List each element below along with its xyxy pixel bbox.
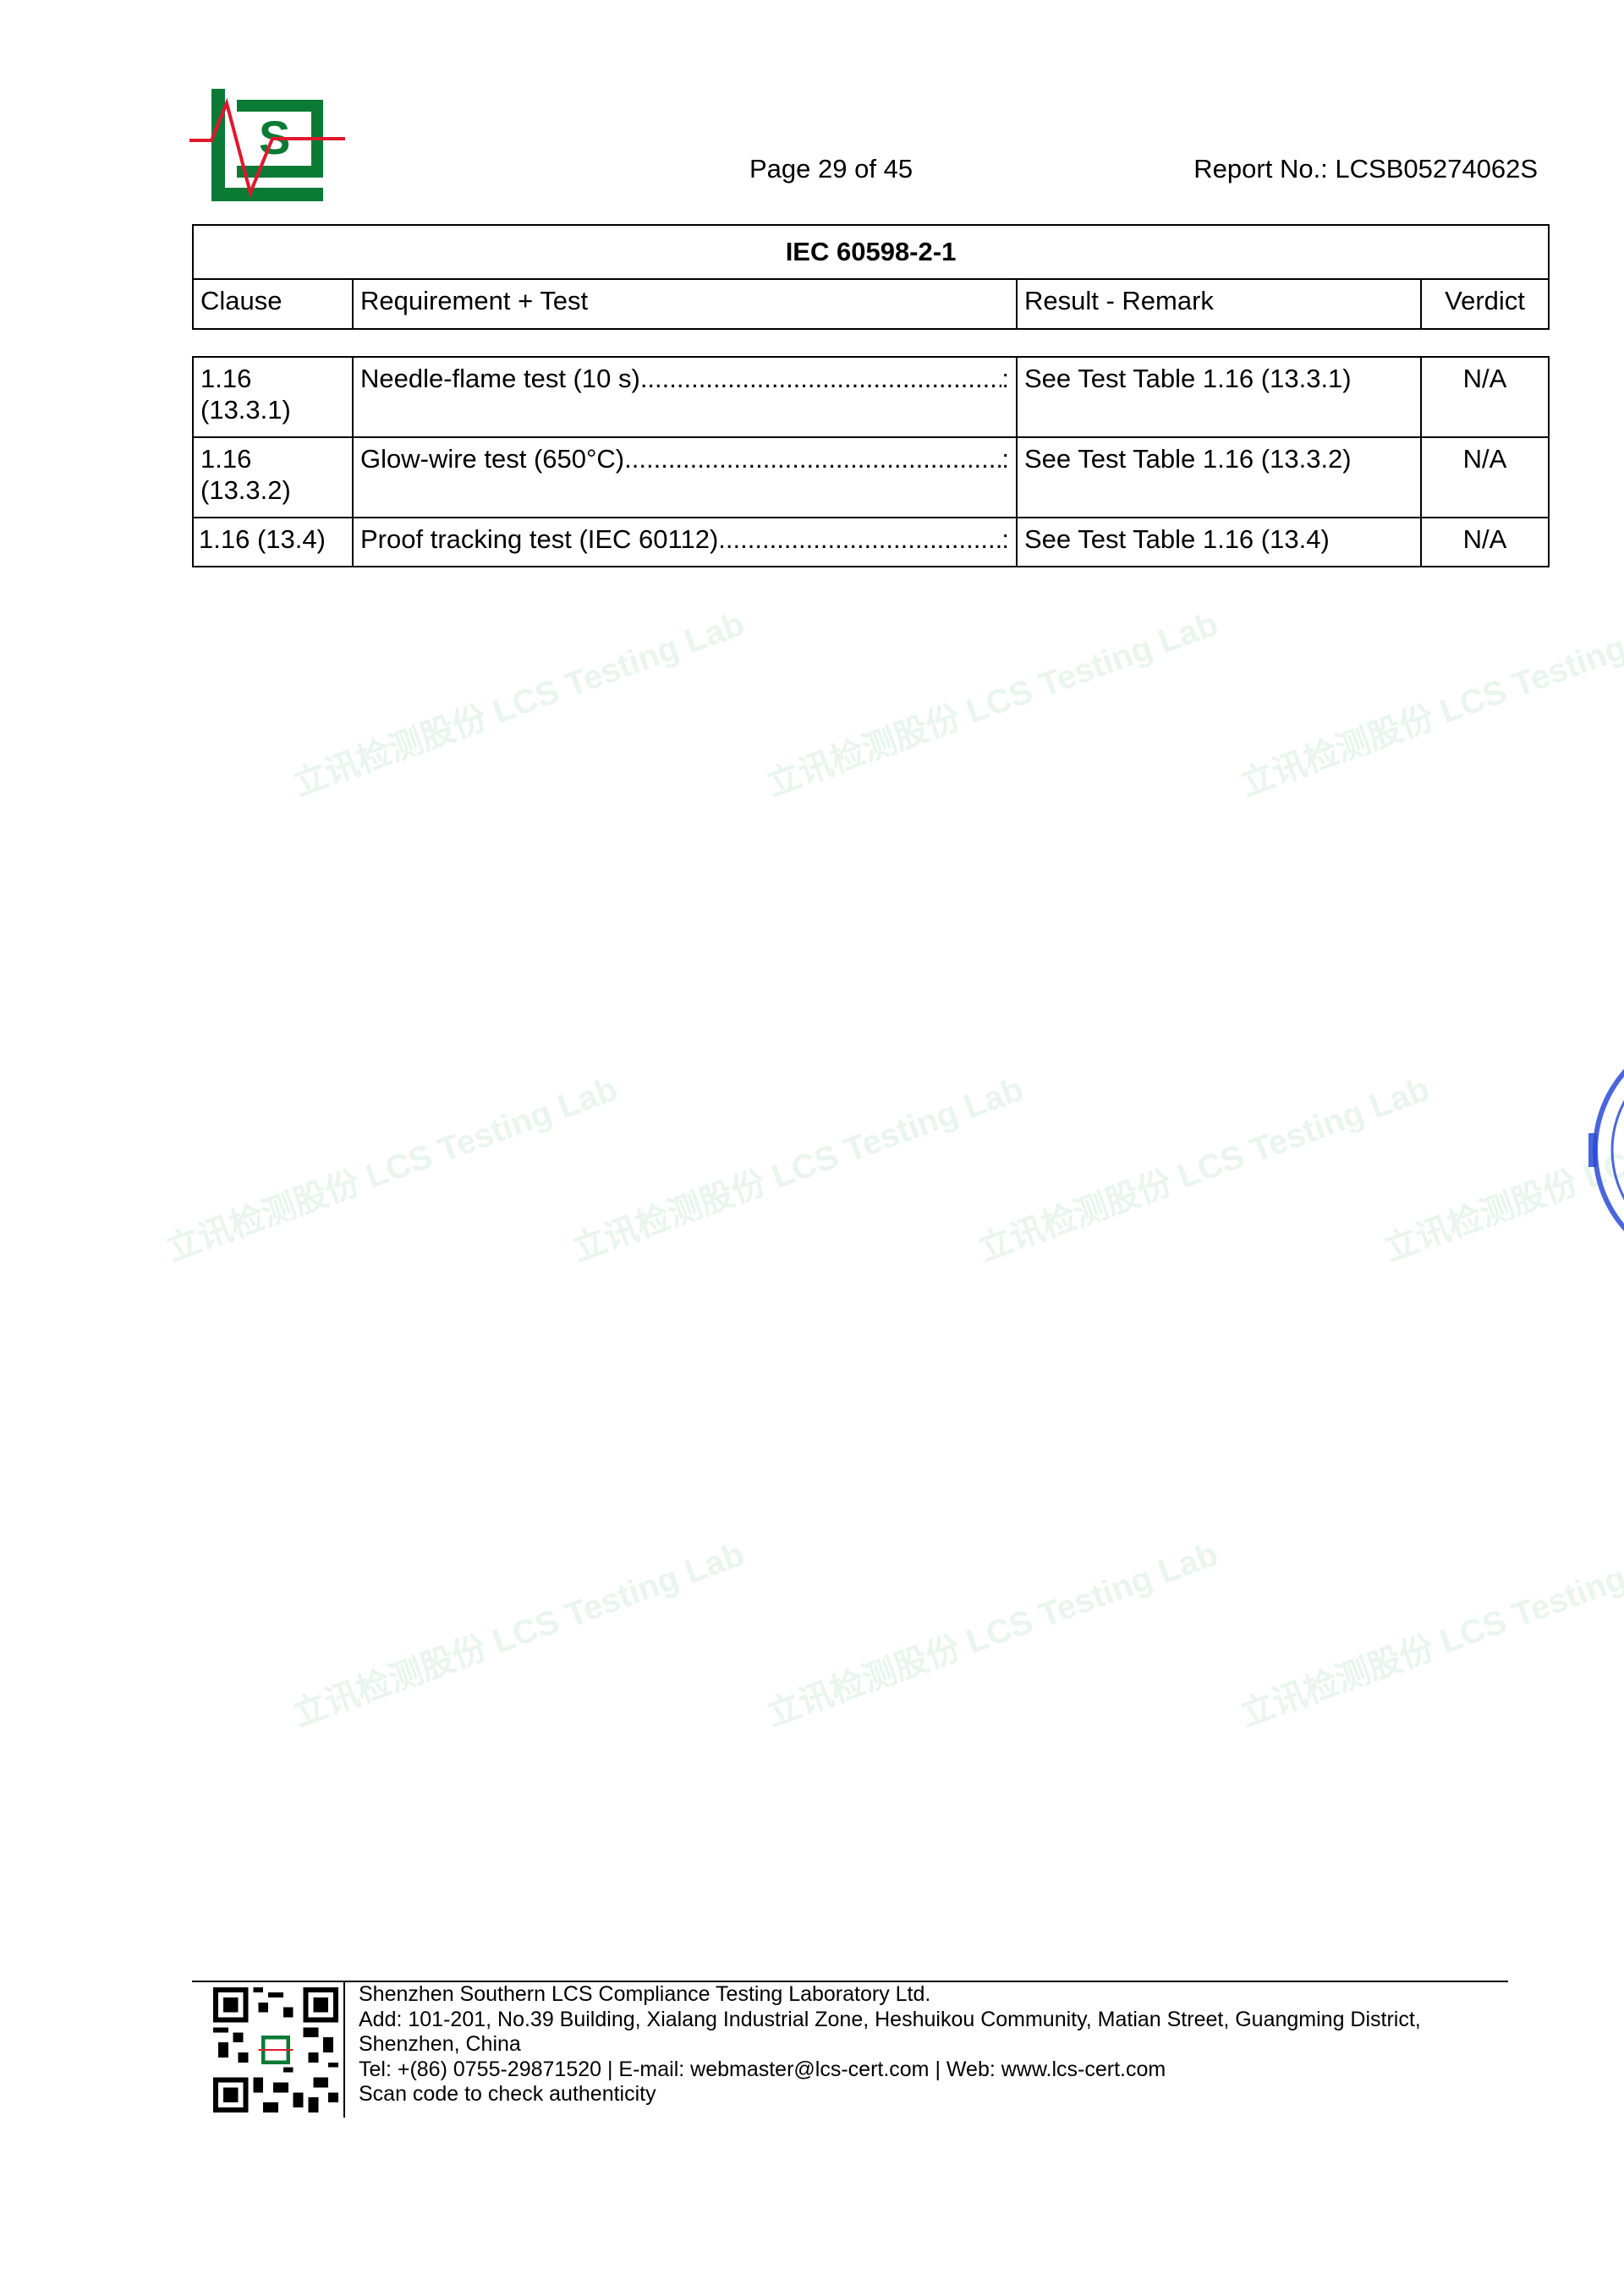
qr-code[interactable] bbox=[212, 1987, 339, 2112]
column-header-clause: Clause bbox=[192, 278, 354, 330]
report-number: Report No.: LCSB05274062S bbox=[1193, 154, 1538, 184]
requirement-cell: Glow-wire test (650°C) bbox=[360, 444, 625, 474]
footer-vertical-divider bbox=[343, 1982, 345, 2118]
clause-cell: 1.16 (13.3.1) bbox=[192, 356, 354, 438]
watermark: 立讯检测股份 LCS Testing Lab bbox=[288, 605, 749, 803]
address-line-2: Shenzhen, China bbox=[359, 2032, 521, 2056]
table-header: IEC 60598-2-1 Clause Requirement + Test … bbox=[192, 224, 1550, 330]
page-number: Page 29 of 45 bbox=[749, 154, 914, 184]
watermark: 立讯检测股份 LCS Testing Lab bbox=[1235, 1536, 1624, 1734]
scan-note: Scan code to check authenticity bbox=[359, 2082, 656, 2106]
footer-text: Shenzhen Southern LCS Compliance Testing… bbox=[359, 1982, 1421, 2107]
table-row: 1.16 (13.3.1) Needle-flame test (10 s): … bbox=[192, 356, 1550, 438]
contact-info: Tel: +(86) 0755-29871520 | E-mail: webma… bbox=[359, 2057, 1166, 2081]
standard-title: IEC 60598-2-1 bbox=[192, 224, 1550, 280]
result-cell: See Test Table 1.16 (13.3.2) bbox=[1016, 436, 1422, 518]
clause-cell: 1.16 (13.4) bbox=[192, 517, 354, 567]
column-header-result: Result - Remark bbox=[1016, 278, 1422, 330]
column-header-verdict: Verdict bbox=[1420, 278, 1550, 330]
requirement-cell: Needle-flame test (10 s) bbox=[360, 364, 640, 393]
verdict-cell: N/A bbox=[1420, 436, 1550, 518]
watermark: 立讯检测股份 LCS Testing Lab bbox=[567, 1070, 1029, 1269]
verdict-cell: N/A bbox=[1420, 356, 1550, 438]
seal-stamp bbox=[1588, 1069, 1624, 1231]
footer-divider bbox=[192, 1981, 1508, 1982]
watermark: 立讯检测股份 LCS Testing Lab bbox=[288, 1535, 749, 1734]
result-cell: See Test Table 1.16 (13.4) bbox=[1016, 517, 1422, 567]
table-row: 1.16 (13.3.2) Glow-wire test (650°C): Se… bbox=[192, 436, 1550, 518]
address-line-1: Add: 101-201, No.39 Building, Xialang In… bbox=[359, 2007, 1421, 2031]
watermark: 立讯检测股份 LCS Testing Lab bbox=[761, 1535, 1223, 1734]
requirement-cell: Proof tracking test (IEC 60112) bbox=[360, 524, 719, 554]
watermark: 立讯检测股份 LCS Testing Lab bbox=[973, 1070, 1435, 1269]
clause-table: 1.16 (13.3.1) Needle-flame test (10 s): … bbox=[192, 356, 1550, 567]
watermark: 立讯检测股份 LCS Testing Lab bbox=[161, 1070, 623, 1269]
watermark: 立讯检测股份 LCS Testing Lab bbox=[1235, 606, 1624, 803]
table-row: 1.16 (13.4) Proof tracking test (IEC 601… bbox=[192, 517, 1550, 567]
column-header-requirement: Requirement + Test bbox=[352, 278, 1018, 330]
company-name: Shenzhen Southern LCS Compliance Testing… bbox=[359, 1982, 931, 2006]
verdict-cell: N/A bbox=[1420, 517, 1550, 567]
clause-cell: 1.16 (13.3.2) bbox=[192, 436, 354, 518]
watermark: 立讯检测股份 LCS Testing Lab bbox=[761, 605, 1223, 803]
lcs-logo: S bbox=[189, 89, 345, 201]
result-cell: See Test Table 1.16 (13.3.1) bbox=[1016, 356, 1422, 438]
